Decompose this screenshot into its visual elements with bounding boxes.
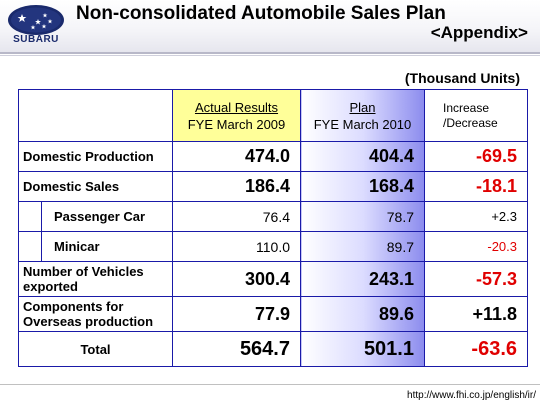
- change-value: -63.6: [424, 331, 528, 367]
- plan-value: 404.4: [300, 141, 425, 172]
- row-label-line1: Number of Vehicles: [23, 264, 144, 279]
- row-label: Minicar: [54, 239, 100, 254]
- table-row: Number of Vehicles exported 300.4 243.1 …: [18, 261, 528, 297]
- sales-plan-table: Actual Results FYE March 2009 Plan FYE M…: [18, 89, 528, 367]
- footer-url[interactable]: http://www.fhi.co.jp/english/ir/: [407, 390, 536, 401]
- row-label: Components for Overseas production: [18, 296, 173, 332]
- plan-value: 89.6: [300, 296, 425, 332]
- actual-value: 186.4: [172, 171, 301, 202]
- plan-value: 168.4: [300, 171, 425, 202]
- row-label: Passenger Car: [54, 209, 146, 224]
- row-label-line1: Components for: [23, 299, 124, 314]
- header-divider-thin: [0, 55, 540, 56]
- table-row: Minicar 110.0 89.7 -20.3: [18, 231, 528, 262]
- page-subtitle: <Appendix>: [430, 23, 528, 42]
- table-row: Components for Overseas production 77.9 …: [18, 296, 528, 332]
- indent-spacer: [19, 202, 42, 231]
- header-plan: Plan FYE March 2010: [300, 89, 425, 142]
- actual-value: 474.0: [172, 141, 301, 172]
- row-label: Total: [18, 331, 173, 367]
- change-value: +11.8: [424, 296, 528, 332]
- change-value: -69.5: [424, 141, 528, 172]
- row-label-cell: Minicar: [18, 231, 173, 262]
- footer-divider: [0, 384, 540, 385]
- change-value: -18.1: [424, 171, 528, 202]
- header-divider: [0, 52, 540, 54]
- row-label-line2: exported: [23, 279, 78, 294]
- header-inc-line1: Increase: [443, 100, 490, 115]
- subaru-logo-icon: [8, 5, 64, 35]
- actual-value: 76.4: [172, 201, 301, 232]
- change-value: -57.3: [424, 261, 528, 297]
- plan-value: 78.7: [300, 201, 425, 232]
- table-row: Passenger Car 76.4 78.7 +2.3: [18, 201, 528, 232]
- header-increase-decrease: Increase /Decrease: [424, 89, 528, 142]
- brand-name: SUBARU: [13, 34, 59, 45]
- table-row: Domestic Production 474.0 404.4 -69.5: [18, 141, 528, 172]
- table-row: Domestic Sales 186.4 168.4 -18.1: [18, 171, 528, 202]
- header-blank-cell: [18, 89, 173, 142]
- plan-value: 89.7: [300, 231, 425, 262]
- change-value: -20.3: [424, 231, 528, 262]
- row-label: Number of Vehicles exported: [18, 261, 173, 297]
- row-label: Domestic Sales: [18, 171, 173, 202]
- units-label: (Thousand Units): [404, 70, 520, 86]
- plan-value: 243.1: [300, 261, 425, 297]
- actual-value: 300.4: [172, 261, 301, 297]
- plan-value: 501.1: [300, 331, 425, 367]
- header-plan-title: Plan: [349, 99, 376, 115]
- table-row-total: Total 564.7 501.1 -63.6: [18, 331, 528, 367]
- header-plan-period: FYE March 2010: [313, 116, 412, 132]
- header-actual: Actual Results FYE March 2009: [172, 89, 301, 142]
- indent-spacer: [19, 232, 42, 261]
- header-actual-period: FYE March 2009: [187, 116, 286, 132]
- row-label-cell: Passenger Car: [18, 201, 173, 232]
- change-value: +2.3: [424, 201, 528, 232]
- actual-value: 77.9: [172, 296, 301, 332]
- header-actual-title: Actual Results: [194, 99, 279, 115]
- header-inc-line2: /Decrease: [443, 115, 498, 130]
- actual-value: 564.7: [172, 331, 301, 367]
- actual-value: 110.0: [172, 231, 301, 262]
- page-title: Non-consolidated Automobile Sales Plan: [76, 3, 446, 24]
- slide-header: SUBARU Non-consolidated Automobile Sales…: [0, 0, 540, 52]
- table-header-row: Actual Results FYE March 2009 Plan FYE M…: [18, 89, 528, 142]
- row-label: Domestic Production: [18, 141, 173, 172]
- row-label-line2: Overseas production: [23, 314, 154, 329]
